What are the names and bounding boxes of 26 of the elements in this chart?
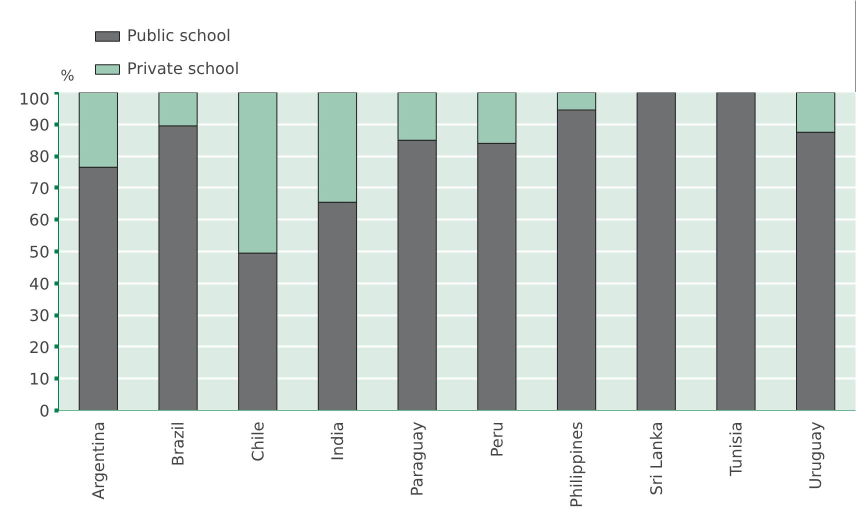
bar xyxy=(636,92,676,410)
y-tick-label: 10 xyxy=(29,370,50,389)
x-tick-label: Uruguay xyxy=(806,422,826,490)
y-tick-label: 50 xyxy=(29,242,50,262)
y-tick-label: 100 xyxy=(18,90,50,108)
y-tick-label: 70 xyxy=(29,178,50,198)
x-tick-label: India xyxy=(328,422,347,461)
x-tick-label: Chile xyxy=(248,422,268,462)
x-tick-label: Argentina xyxy=(88,422,108,500)
y-tick-label: 90 xyxy=(29,115,50,134)
legend-label: Public school xyxy=(127,26,231,45)
legend-label: Private school xyxy=(127,59,240,78)
y-tick-label: 60 xyxy=(29,210,50,230)
y-tick-label: 80 xyxy=(29,147,50,166)
y-tick-label: 40 xyxy=(29,274,50,294)
x-tick-label: Sri Lanka xyxy=(646,421,666,496)
x-tick-label: Tunisia xyxy=(726,422,746,478)
x-tick-label: Peru xyxy=(487,422,506,458)
y-tick-label: 0 xyxy=(39,402,50,420)
x-tick-label: Philippines xyxy=(567,422,586,508)
y-tick-label: 20 xyxy=(29,338,50,357)
bar xyxy=(716,92,756,410)
y-tick-label: 30 xyxy=(29,306,50,326)
x-tick-label: Paraguay xyxy=(408,422,427,496)
y-axis-title: % xyxy=(60,68,74,84)
x-tick-label: Brazil xyxy=(168,421,188,466)
